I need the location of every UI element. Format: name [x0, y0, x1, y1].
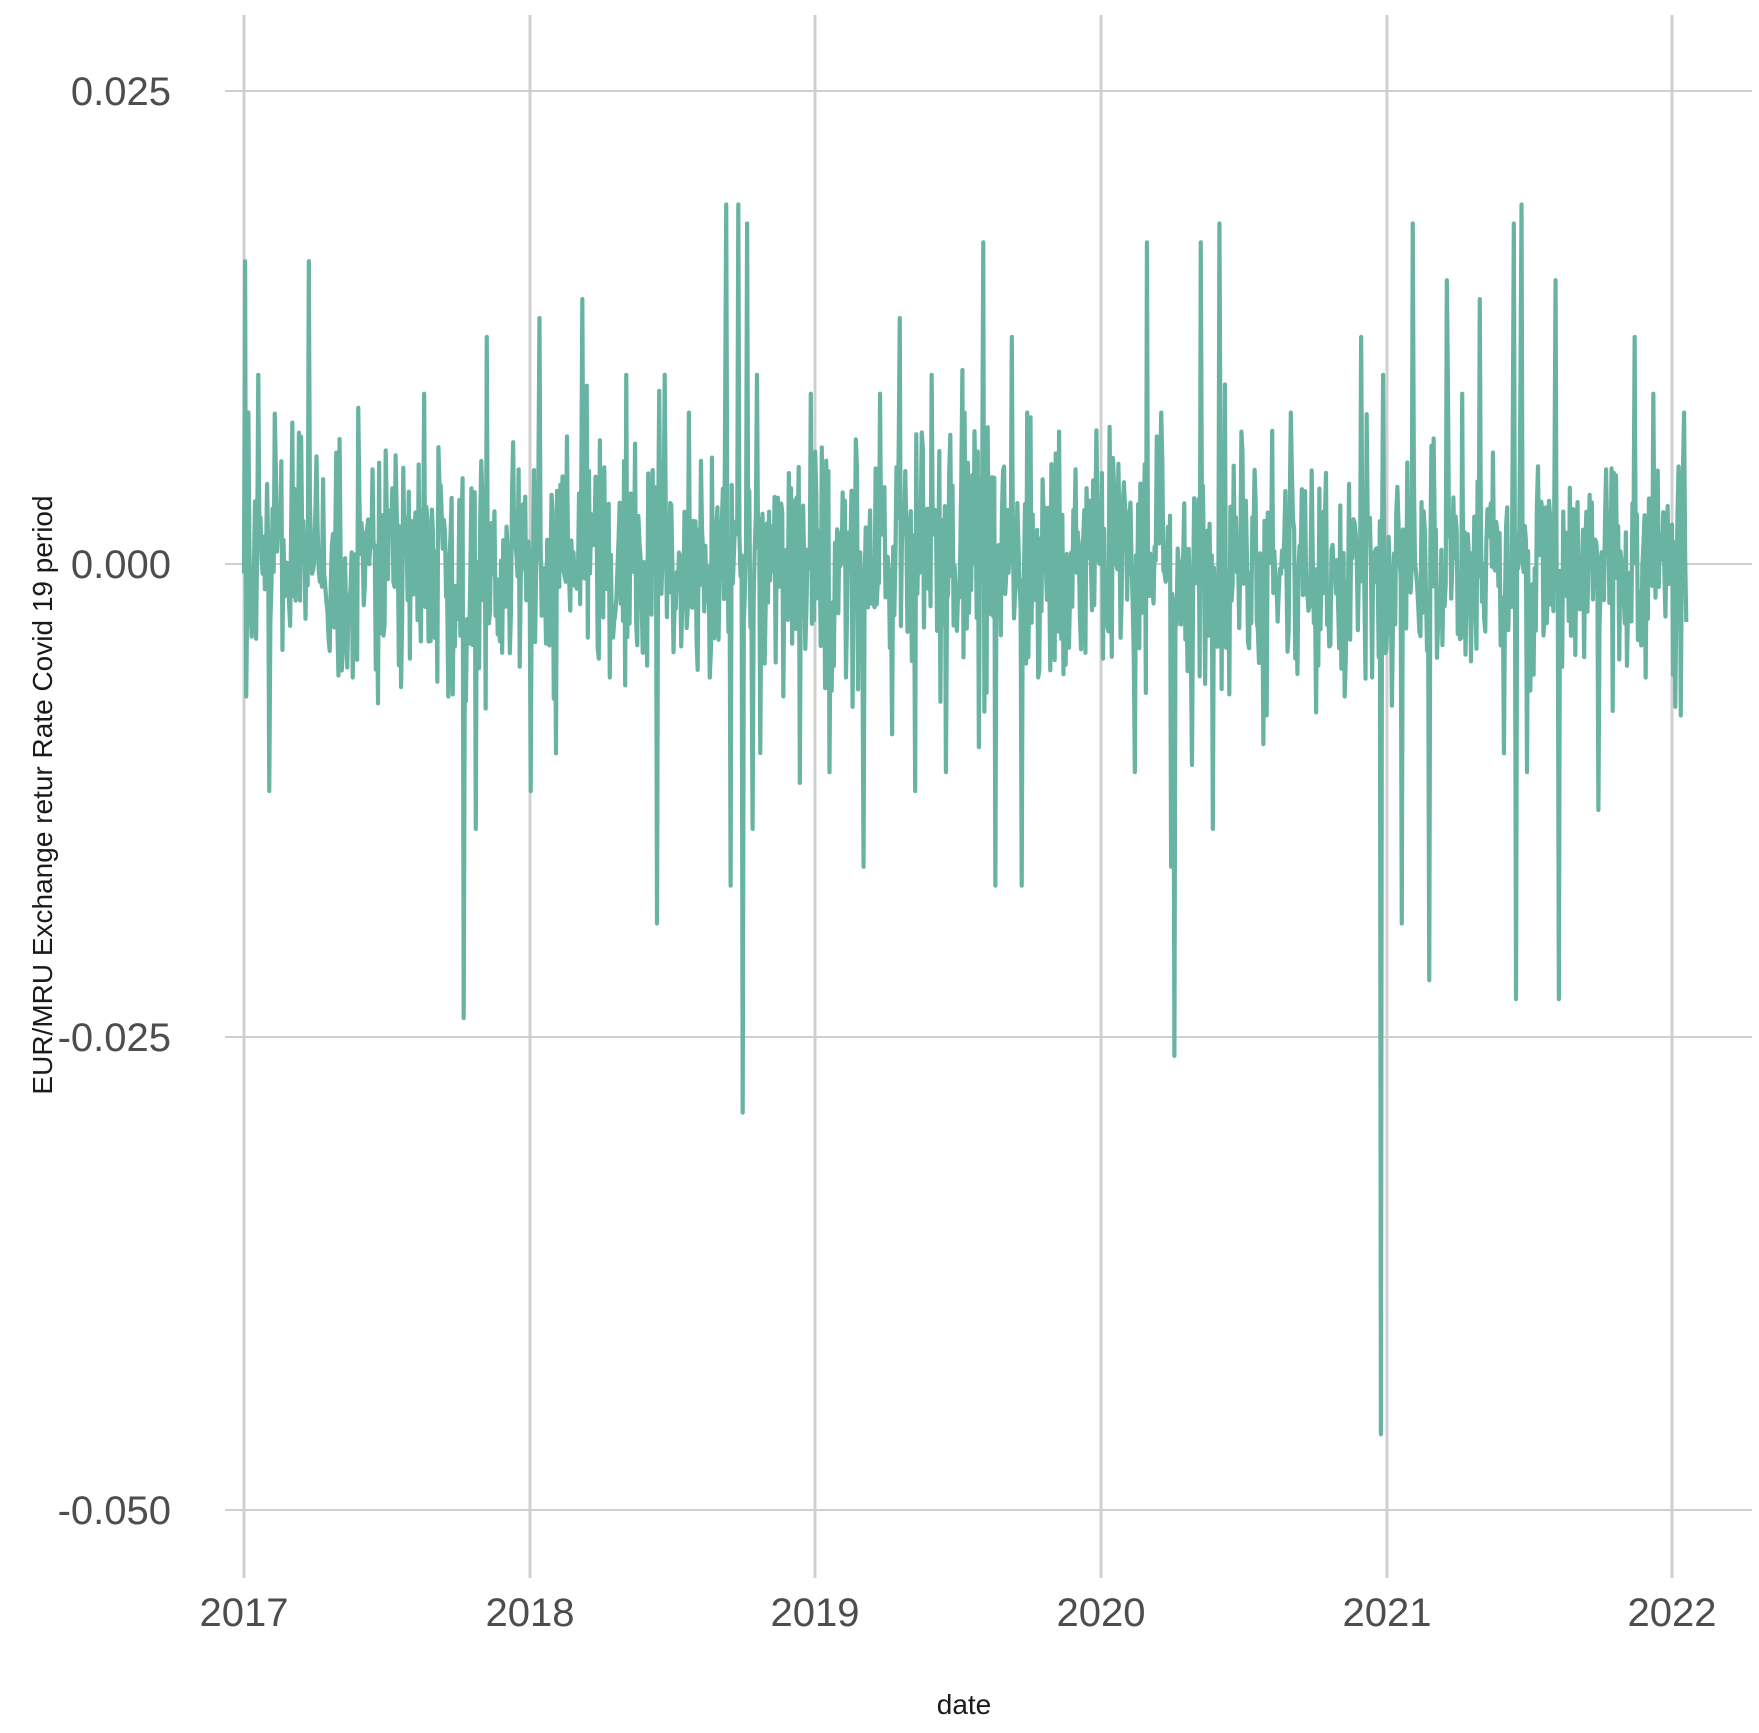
- series-layer: [241, 202, 1689, 1437]
- y-tick-label: -0.050: [58, 1489, 171, 1533]
- y-axis-title: EUR/MRU Exchange retur Rate Covid 19 per…: [27, 495, 58, 1094]
- tick-labels: 0.025 0.000 -0.025 -0.050 2017 2018 2019 2020 20…: [58, 70, 1717, 1635]
- y-tick-label: 0.000: [71, 543, 171, 587]
- x-tick-label: 2018: [486, 1591, 575, 1635]
- series-line: [241, 202, 1689, 1437]
- x-tick-label: 2021: [1343, 1591, 1432, 1635]
- x-axis-title: date: [937, 1689, 992, 1720]
- x-tick-label: 2017: [200, 1591, 289, 1635]
- x-tick-label: 2019: [771, 1591, 860, 1635]
- y-tick-label: 0.025: [71, 70, 171, 114]
- y-tick-label: -0.025: [58, 1016, 171, 1060]
- x-tick-label: 2020: [1057, 1591, 1146, 1635]
- x-tick-label: 2022: [1628, 1591, 1717, 1635]
